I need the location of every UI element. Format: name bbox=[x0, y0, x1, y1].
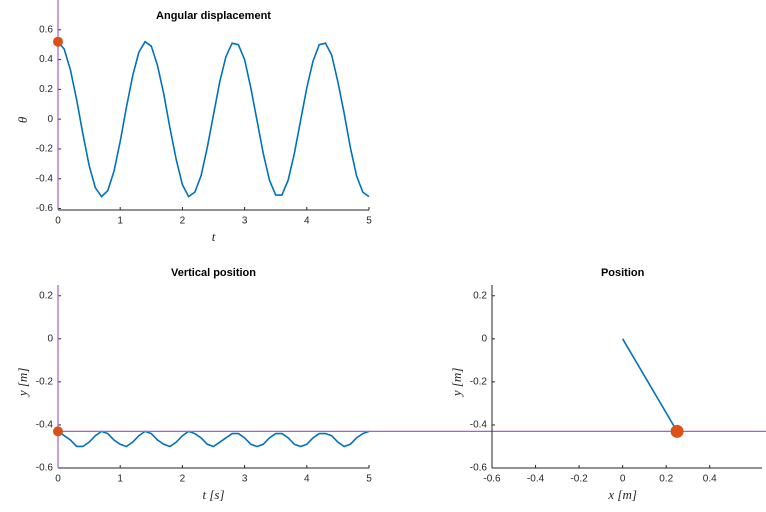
marker bbox=[53, 36, 63, 47]
y-tick-label: 0.2 bbox=[39, 290, 53, 301]
y-axis-label: y [m] bbox=[449, 368, 464, 399]
x-tick-label: 4 bbox=[304, 474, 310, 485]
chart-title: Vertical position bbox=[171, 267, 256, 279]
x-tick-label: 3 bbox=[242, 474, 248, 485]
x-tick-label: -0.4 bbox=[527, 474, 545, 485]
y-axis-label: θ bbox=[15, 116, 30, 123]
chart-title: Angular displacement bbox=[156, 10, 271, 22]
y-tick-label: 0.2 bbox=[473, 290, 487, 301]
x-axis-label: x [m] bbox=[607, 487, 637, 502]
y-tick-label: -0.6 bbox=[36, 463, 54, 474]
y-tick-label: -0.2 bbox=[36, 144, 54, 155]
y-tick-label: 0.2 bbox=[39, 84, 53, 95]
y-tick-label: -0.2 bbox=[470, 377, 488, 388]
y-tick-label: -0.6 bbox=[470, 463, 488, 474]
x-tick-label: 1 bbox=[117, 474, 123, 485]
x-tick-label: 4 bbox=[304, 216, 310, 227]
marker bbox=[53, 426, 63, 437]
y-tick-label: 0 bbox=[47, 333, 53, 344]
y-tick-label: -0.6 bbox=[36, 203, 54, 214]
y-tick-label: -0.4 bbox=[470, 420, 488, 431]
y-tick-label: 0.4 bbox=[39, 54, 53, 65]
x-tick-label: 1 bbox=[117, 216, 123, 227]
chart-title: Position bbox=[601, 267, 645, 279]
x-tick-label: 5 bbox=[366, 216, 372, 227]
data-line bbox=[621, 338, 678, 432]
y-tick-label: -0.4 bbox=[36, 173, 54, 184]
x-tick-label: 0 bbox=[620, 474, 626, 485]
data-line bbox=[57, 40, 370, 198]
y-tick-label: 0 bbox=[481, 333, 487, 344]
x-tick-label: 5 bbox=[366, 474, 372, 485]
y-axis-label: y [m] bbox=[15, 368, 30, 399]
x-tick-label: 0.2 bbox=[659, 474, 673, 485]
y-tick-label: 0 bbox=[47, 114, 53, 125]
x-tick-label: 2 bbox=[180, 216, 186, 227]
x-axis-label: t bbox=[212, 229, 216, 244]
x-tick-label: 0.4 bbox=[703, 474, 717, 485]
y-tick-label: -0.2 bbox=[36, 377, 54, 388]
y-tick-label: -0.4 bbox=[36, 420, 54, 431]
x-tick-label: 3 bbox=[242, 216, 248, 227]
x-tick-label: 2 bbox=[180, 474, 186, 485]
x-axis-label: t [s] bbox=[202, 487, 224, 502]
y-tick-label: 0.6 bbox=[39, 24, 53, 35]
x-tick-label: -0.2 bbox=[570, 474, 588, 485]
x-tick-label: 0 bbox=[55, 216, 61, 227]
marker bbox=[670, 424, 684, 438]
x-tick-label: 0 bbox=[55, 474, 61, 485]
data-line bbox=[57, 430, 370, 448]
x-tick-label: -0.6 bbox=[483, 474, 501, 485]
